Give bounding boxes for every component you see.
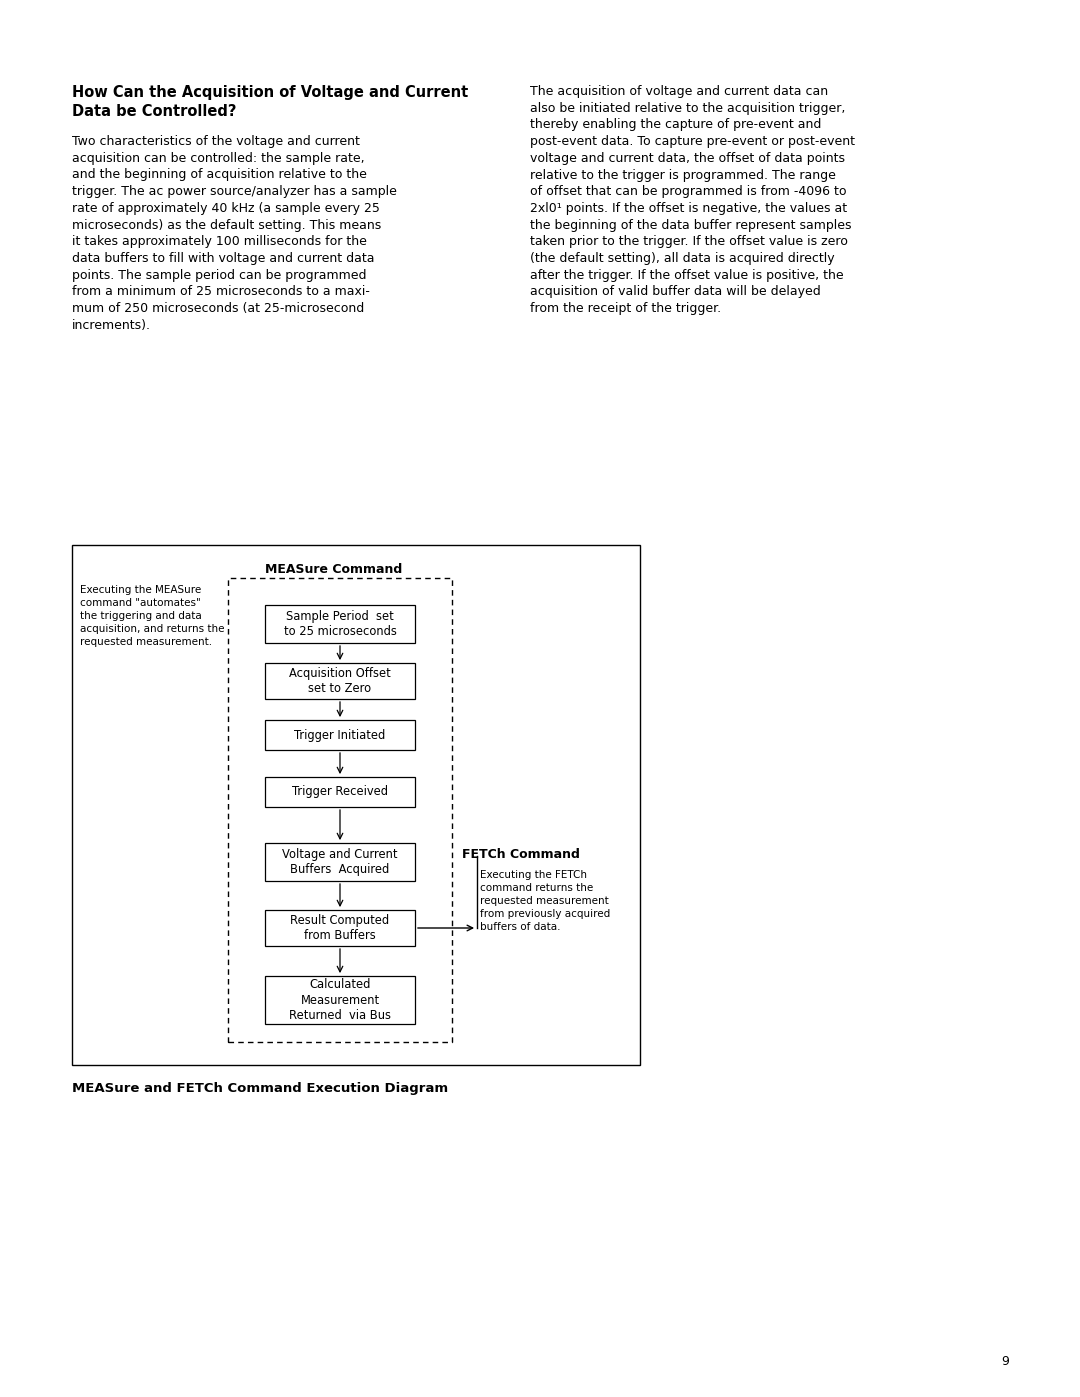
Bar bbox=[265, 664, 415, 698]
Text: MEASure and FETCh Command Execution Diagram: MEASure and FETCh Command Execution Diag… bbox=[72, 1083, 448, 1095]
Bar bbox=[265, 977, 415, 1024]
Bar bbox=[72, 545, 640, 1065]
Text: Executing the FETCh
command returns the
requested measurement
from previously ac: Executing the FETCh command returns the … bbox=[480, 870, 610, 932]
Bar bbox=[265, 719, 415, 750]
Text: Result Computed
from Buffers: Result Computed from Buffers bbox=[291, 914, 390, 943]
Text: FETCh Command: FETCh Command bbox=[462, 848, 580, 861]
Bar bbox=[265, 842, 415, 882]
Text: Voltage and Current
Buffers  Acquired: Voltage and Current Buffers Acquired bbox=[282, 848, 397, 876]
Text: Trigger Initiated: Trigger Initiated bbox=[295, 728, 386, 742]
Text: MEASure Command: MEASure Command bbox=[265, 563, 402, 576]
Text: 9: 9 bbox=[1001, 1355, 1009, 1368]
Text: Executing the MEASure
command "automates"
the triggering and data
acquisition, a: Executing the MEASure command "automates… bbox=[80, 585, 225, 647]
Text: The acquisition of voltage and current data can
also be initiated relative to th: The acquisition of voltage and current d… bbox=[530, 85, 855, 316]
Text: Acquisition Offset
set to Zero: Acquisition Offset set to Zero bbox=[289, 666, 391, 696]
Bar bbox=[265, 605, 415, 643]
Bar bbox=[265, 909, 415, 946]
Text: Calculated
Measurement
Returned  via Bus: Calculated Measurement Returned via Bus bbox=[289, 978, 391, 1023]
Text: Trigger Received: Trigger Received bbox=[292, 785, 388, 799]
Text: How Can the Acquisition of Voltage and Current
Data be Controlled?: How Can the Acquisition of Voltage and C… bbox=[72, 85, 469, 119]
Bar bbox=[228, 578, 453, 1042]
Text: Sample Period  set
to 25 microseconds: Sample Period set to 25 microseconds bbox=[284, 609, 396, 638]
Text: Two characteristics of the voltage and current
acquisition can be controlled: th: Two characteristics of the voltage and c… bbox=[72, 136, 396, 331]
Bar bbox=[265, 777, 415, 807]
